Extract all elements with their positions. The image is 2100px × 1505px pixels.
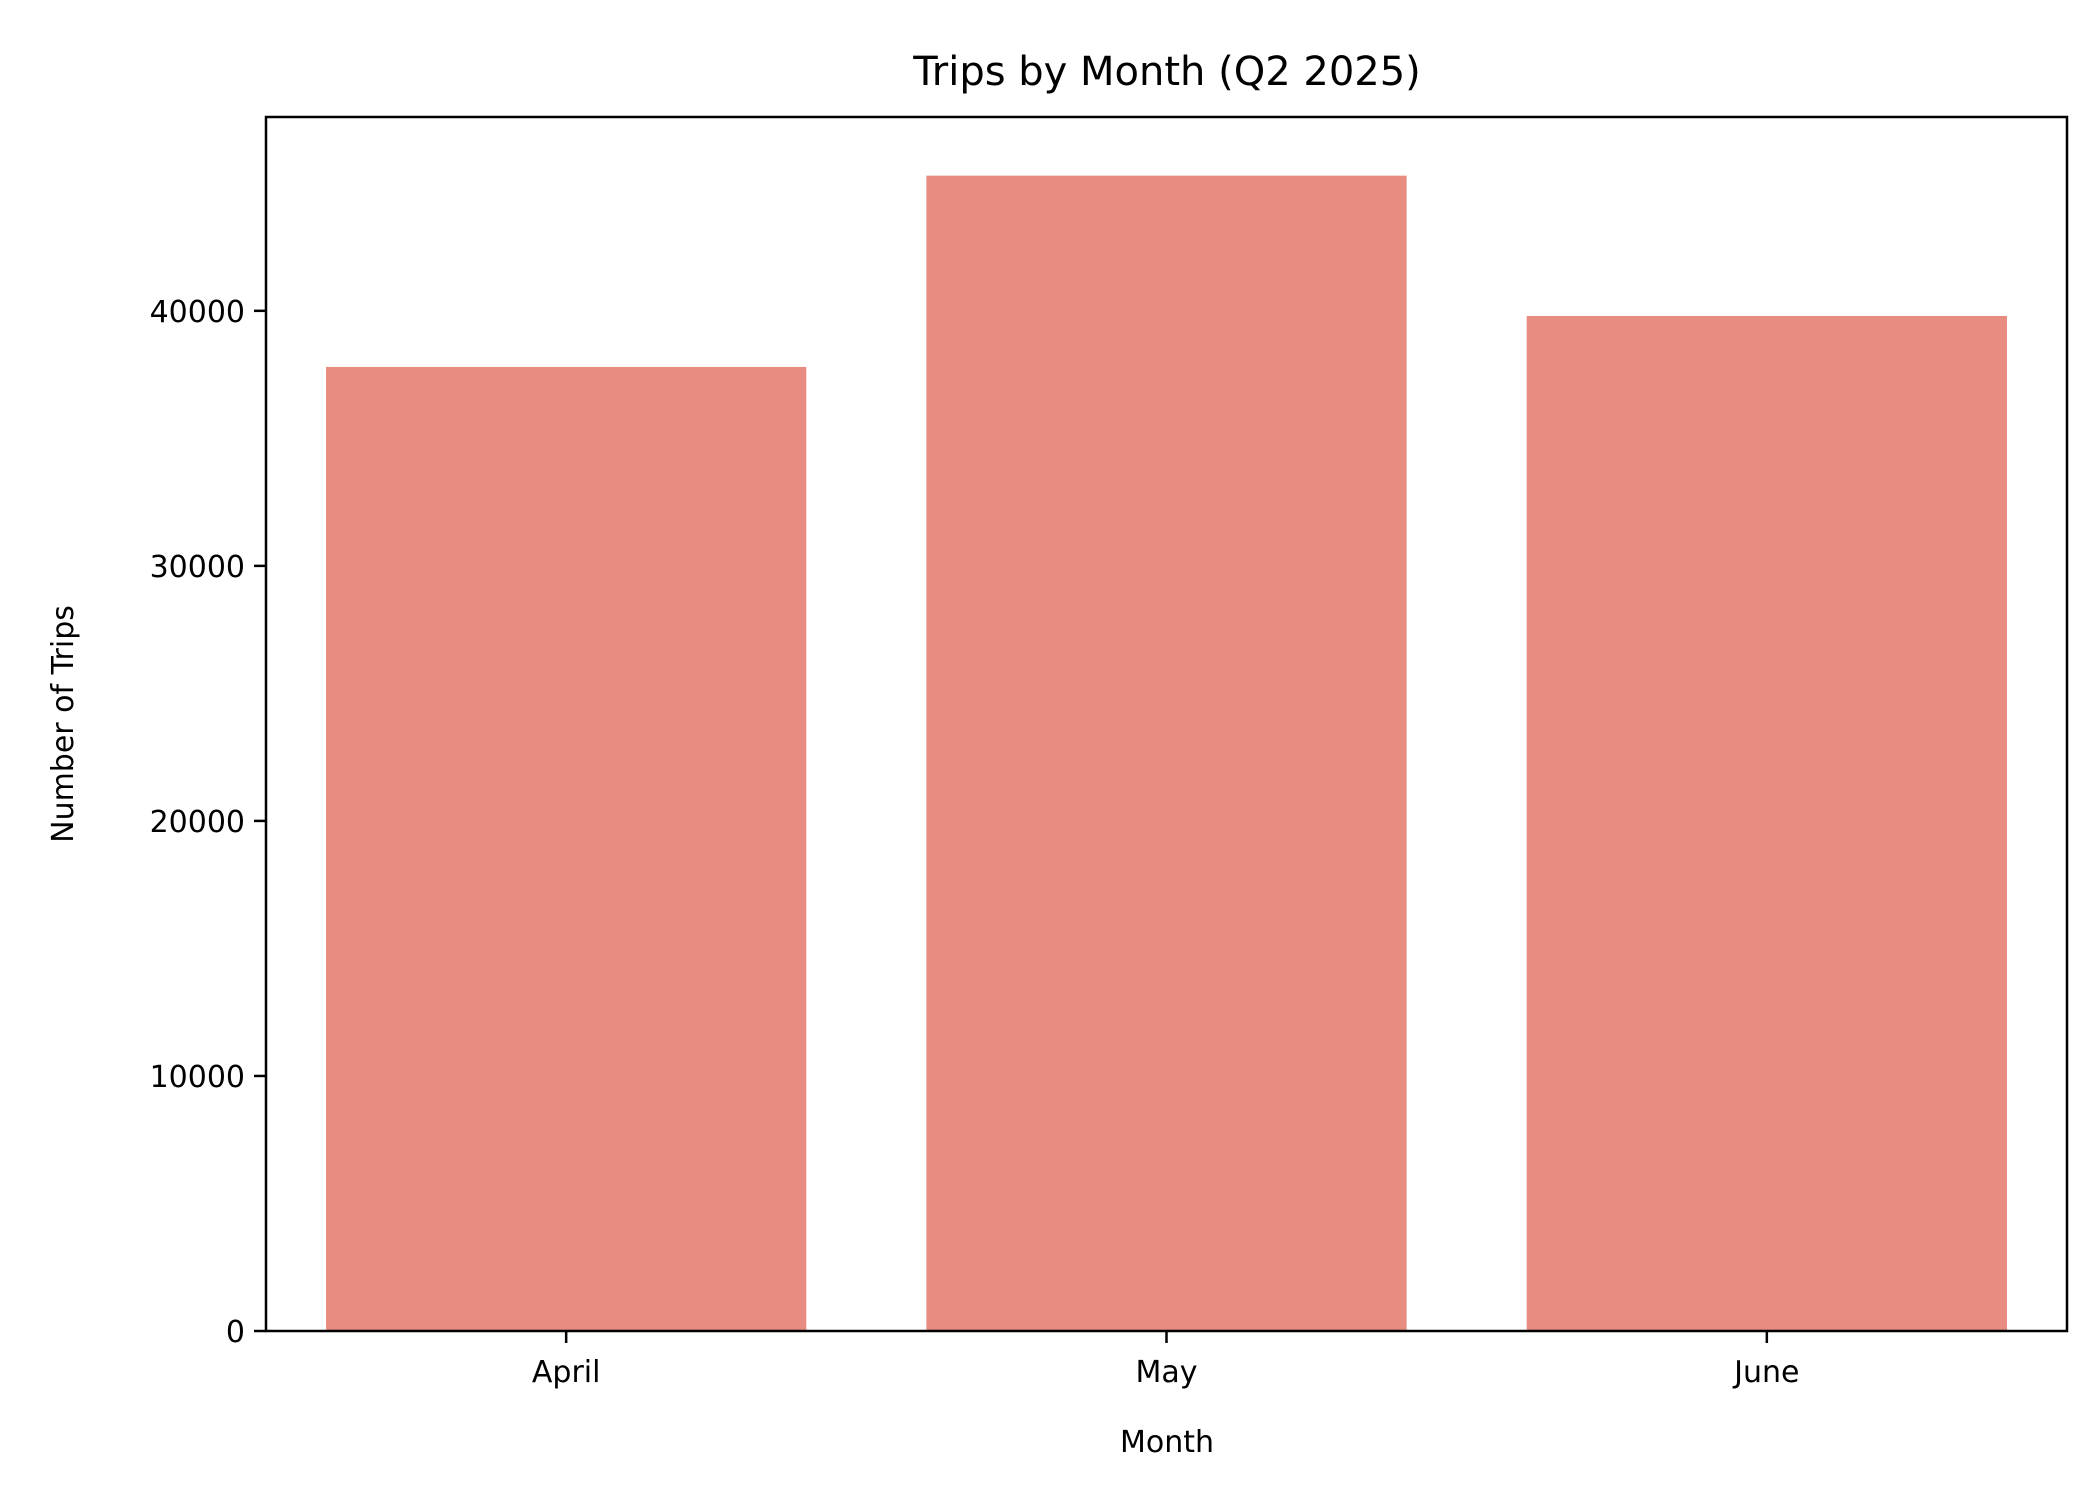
chart-title: Trips by Month (Q2 2025) xyxy=(912,49,1421,95)
plot-area xyxy=(326,175,2007,1332)
y-tick-label-20000: 20000 xyxy=(150,805,245,840)
y-tick-label-30000: 30000 xyxy=(150,550,245,585)
x-tick-label-may: May xyxy=(1135,1355,1197,1390)
x-axis: April May June xyxy=(532,1331,1800,1390)
bar-may xyxy=(926,175,1407,1331)
x-tick-label-june: June xyxy=(1732,1355,1799,1390)
y-axis-label: Number of Trips xyxy=(46,605,81,843)
y-tick-label-10000: 10000 xyxy=(150,1060,245,1095)
y-tick-label-0: 0 xyxy=(226,1315,245,1350)
bar-april xyxy=(326,366,807,1331)
x-axis-label: Month xyxy=(1120,1425,1214,1460)
y-tick-label-40000: 40000 xyxy=(150,295,245,330)
y-axis: 0 10000 20000 30000 40000 xyxy=(150,295,266,1350)
bar-june xyxy=(1526,315,2007,1332)
x-tick-label-april: April xyxy=(532,1355,601,1390)
